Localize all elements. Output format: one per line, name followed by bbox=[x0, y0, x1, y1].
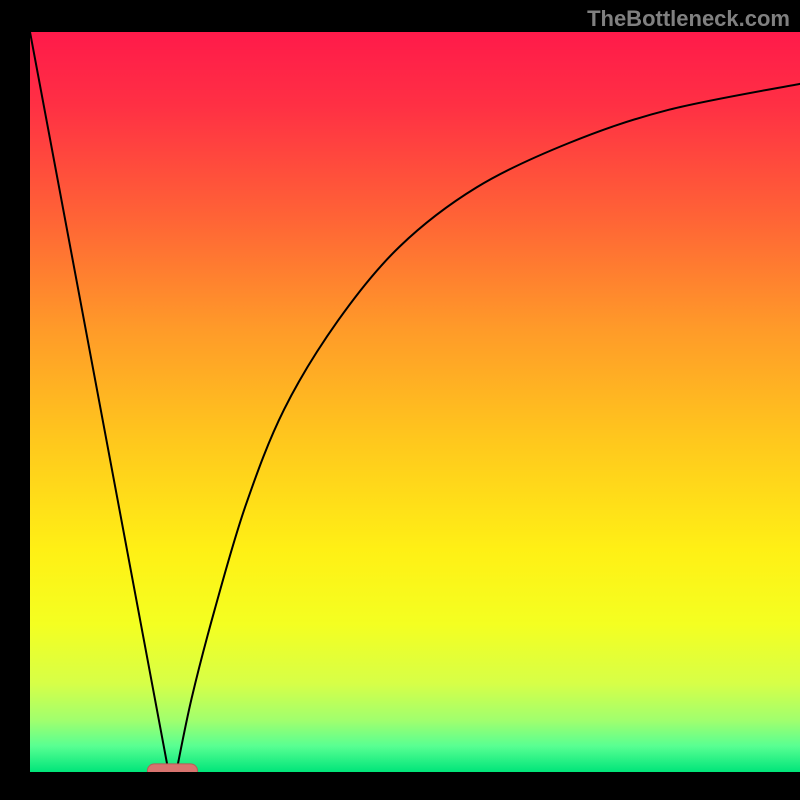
plot-svg bbox=[30, 32, 800, 772]
gradient-rect bbox=[30, 32, 800, 772]
dip-marker bbox=[147, 764, 197, 772]
watermark-text: TheBottleneck.com bbox=[587, 6, 790, 32]
plot-area bbox=[30, 32, 800, 772]
chart-root: TheBottleneck.com bbox=[0, 0, 800, 800]
